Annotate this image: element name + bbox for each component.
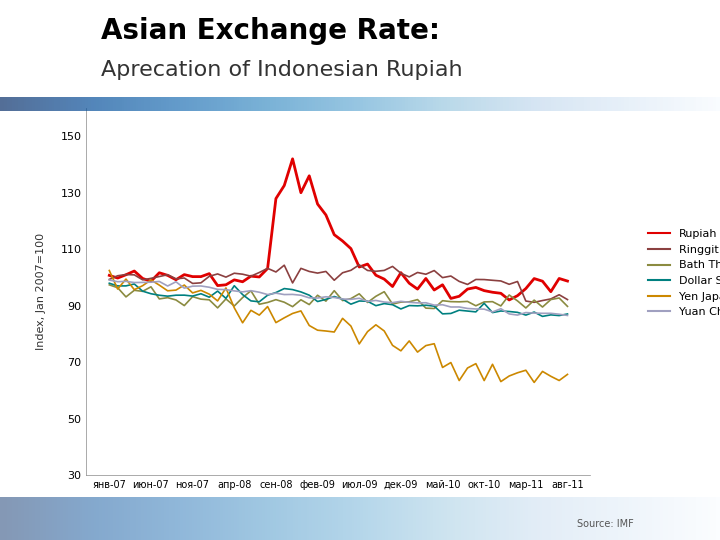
Yen Japan [363, 328, 372, 335]
Yen Japan [271, 319, 280, 326]
Yen Japan [405, 338, 413, 344]
Ringgit Malaysia [355, 261, 364, 268]
Bath Thailand [363, 299, 372, 306]
Line: Ringgit Malaysia: Ringgit Malaysia [109, 265, 567, 302]
Dollar Singapore [563, 310, 572, 317]
Dollar Singapore [271, 289, 280, 296]
Ringgit Malaysia [397, 270, 405, 276]
Rupiah [397, 269, 405, 276]
Rupiah [505, 296, 513, 303]
Ringgit Malaysia [530, 299, 539, 306]
Bath Thailand [463, 298, 472, 305]
Ringgit Malaysia [271, 269, 280, 275]
Text: Source: IMF: Source: IMF [577, 519, 634, 529]
Dollar Singapore [105, 280, 114, 286]
Text: Asian Exchange Rate:: Asian Exchange Rate: [101, 17, 440, 45]
Ringgit Malaysia [105, 276, 114, 282]
Dollar Singapore [113, 282, 122, 289]
Ringgit Malaysia [413, 269, 422, 276]
Yuan China [105, 277, 114, 284]
Rupiah [271, 195, 280, 202]
Dollar Singapore [388, 301, 397, 308]
Dollar Singapore [538, 313, 546, 320]
Yuan China [405, 299, 413, 306]
Rupiah [413, 286, 422, 292]
Yen Japan [113, 286, 122, 292]
Ringgit Malaysia [113, 273, 122, 279]
Yen Japan [530, 379, 539, 386]
Yen Japan [455, 377, 464, 384]
Line: Dollar Singapore: Dollar Singapore [109, 283, 567, 316]
Yuan China [113, 279, 122, 285]
Yuan China [455, 303, 464, 310]
Line: Yuan China: Yuan China [109, 280, 567, 315]
Line: Bath Thailand: Bath Thailand [109, 285, 567, 308]
Ringgit Malaysia [563, 296, 572, 303]
Rupiah [563, 278, 572, 284]
Dollar Singapore [455, 307, 464, 313]
Legend: Rupiah, Ringgit Malaysia, Bath Thailand, Dollar Singapore, Yen Japan, Yuan China: Rupiah, Ringgit Malaysia, Bath Thailand,… [644, 225, 720, 322]
Yen Japan [105, 267, 114, 274]
Yuan China [388, 299, 397, 306]
Yuan China [563, 312, 572, 319]
Bath Thailand [113, 285, 122, 291]
Yen Japan [388, 342, 397, 349]
Yuan China [363, 298, 372, 305]
Bath Thailand [105, 282, 114, 288]
Rupiah [113, 275, 122, 281]
Line: Yen Japan: Yen Japan [109, 271, 567, 382]
Bath Thailand [405, 299, 413, 305]
Bath Thailand [430, 305, 438, 312]
Line: Rupiah: Rupiah [109, 159, 567, 300]
Yuan China [271, 290, 280, 296]
Text: Aprecation of Indonesian Rupiah: Aprecation of Indonesian Rupiah [101, 60, 462, 80]
Dollar Singapore [405, 302, 413, 309]
Bath Thailand [271, 296, 280, 303]
Rupiah [105, 272, 114, 279]
Yen Japan [563, 371, 572, 377]
Rupiah [463, 286, 472, 292]
Dollar Singapore [363, 298, 372, 305]
Ringgit Malaysia [372, 268, 380, 274]
Y-axis label: Index, Jan 2007=100: Index, Jan 2007=100 [36, 233, 46, 350]
Rupiah [372, 272, 380, 279]
Rupiah [288, 156, 297, 162]
Bath Thailand [388, 301, 397, 307]
Ringgit Malaysia [463, 281, 472, 288]
Bath Thailand [563, 303, 572, 309]
